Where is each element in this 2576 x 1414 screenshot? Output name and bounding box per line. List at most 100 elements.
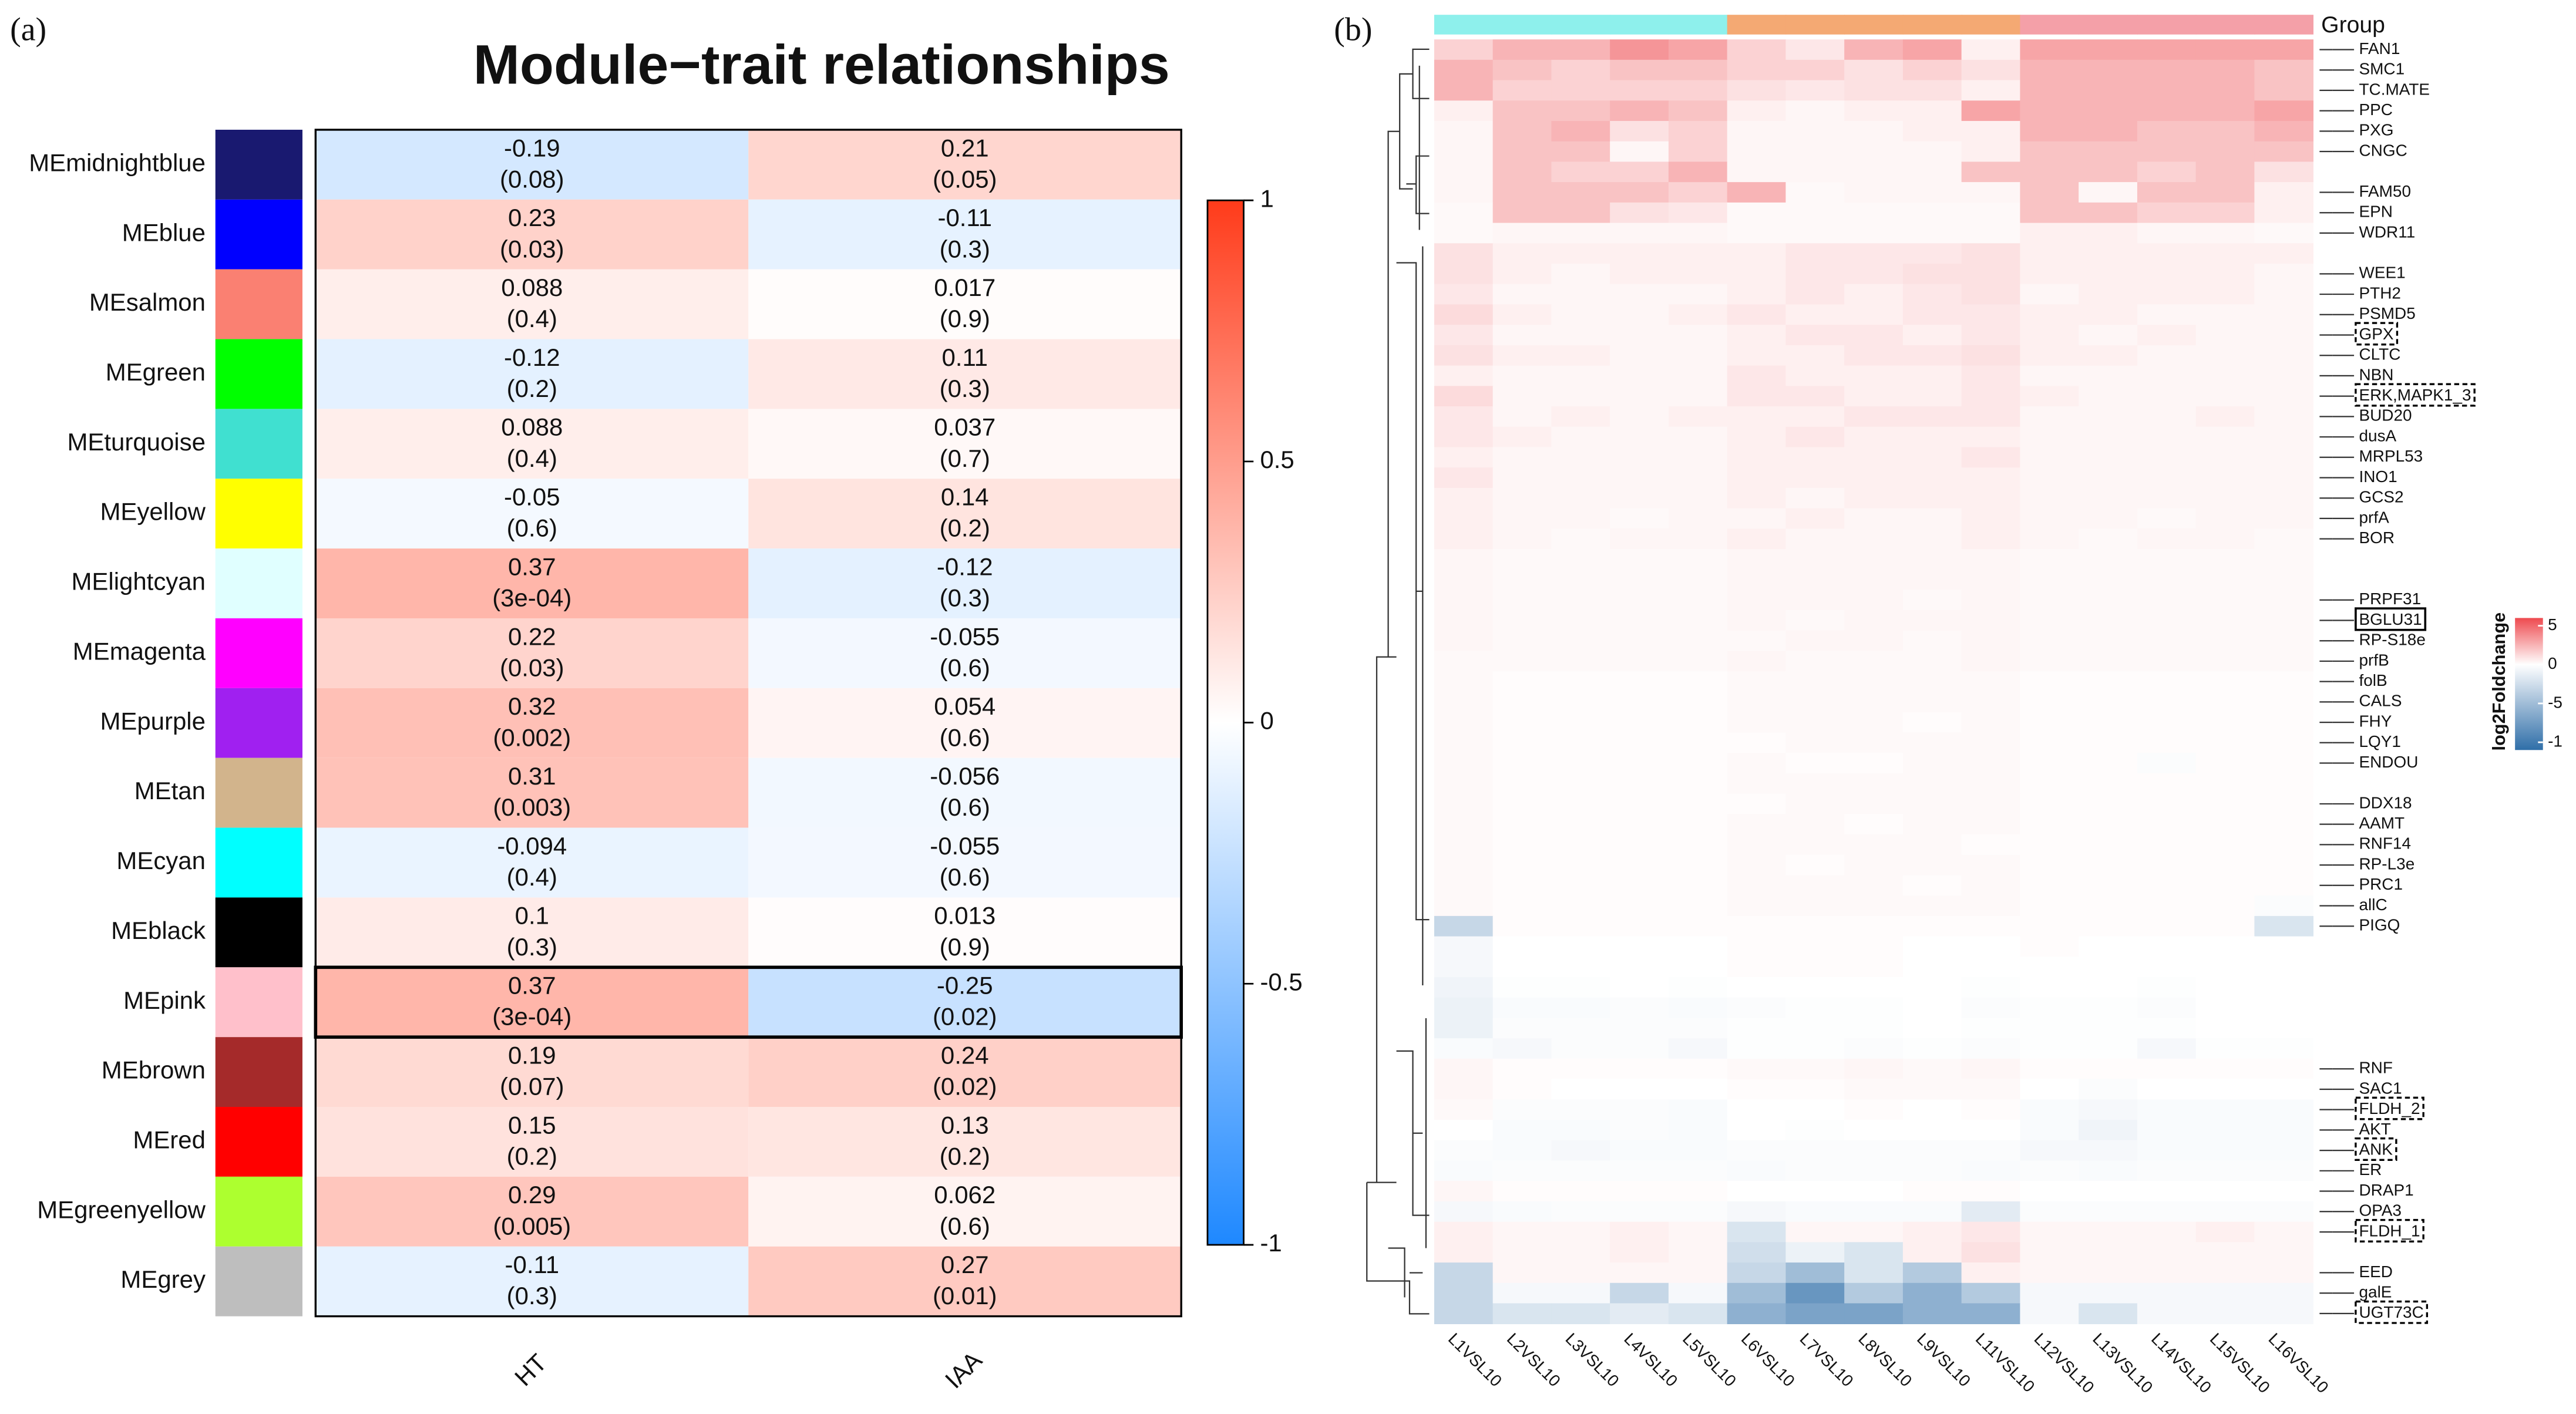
heatmap-cell: [2137, 997, 2197, 1019]
x-tick-label: L3VSL10: [1562, 1329, 1622, 1390]
heatmap-cell: [1434, 1079, 1494, 1100]
heatmap-cell: [1492, 1242, 1552, 1263]
heatmap-cell: [1551, 977, 1611, 998]
heatmap-cell: [1961, 875, 2021, 896]
heatmap-cell: [1727, 1303, 1787, 1325]
heatmap-cell: [2195, 263, 2255, 285]
heatmap-cell: [1492, 59, 1552, 81]
heatmap-cell: [748, 618, 1182, 688]
heatmap-cell: [1902, 59, 1962, 81]
heatmap-cell: [1961, 263, 2021, 285]
heatmap-cell: [1902, 325, 1962, 346]
cell-p-value: (0.02): [933, 1003, 997, 1031]
cell-p-value: (0.6): [940, 863, 990, 891]
row-label: TC.MATE: [2359, 80, 2430, 98]
heatmap-cell: [1668, 651, 1728, 672]
heatmap-cell: [1844, 1181, 1904, 1202]
heatmap-cell: [1492, 508, 1552, 530]
heatmap-cell: [2254, 161, 2314, 183]
heatmap-cell: [1961, 406, 2021, 427]
heatmap-cell: [2020, 549, 2080, 570]
heatmap-cell: [2020, 1018, 2080, 1039]
heatmap-cell: [1668, 1181, 1728, 1202]
heatmap-cell: [1551, 1282, 1611, 1304]
heatmap-cell: [1961, 161, 2021, 183]
heatmap-cell: [1551, 182, 1611, 203]
heatmap-cell: [1434, 936, 1494, 958]
heatmap-cell: [1551, 487, 1611, 509]
row-label: MEmidnightblue: [29, 149, 206, 176]
row-label: EED: [2359, 1262, 2392, 1281]
heatmap-cell: [2020, 161, 2080, 183]
heatmap-cell: [2079, 182, 2138, 203]
heatmap-cell: [2195, 80, 2255, 102]
heatmap-cell: [1727, 426, 1787, 448]
heatmap-cell: [1961, 141, 2021, 163]
heatmap-cell: [1434, 141, 1494, 163]
heatmap-cell: [2137, 854, 2197, 876]
cell-value: -0.094: [497, 832, 567, 860]
heatmap-cell: [1844, 997, 1904, 1019]
heatmap-cell: [1902, 936, 1962, 958]
heatmap-cell: [1492, 854, 1552, 876]
heatmap-cell: [2137, 1058, 2197, 1080]
heatmap-cell: [1610, 202, 1669, 224]
heatmap-cell: [1785, 997, 1845, 1019]
heatmap-cell: [1610, 549, 1669, 570]
heatmap-cell: [1668, 243, 1728, 264]
row-label: MEblack: [111, 917, 206, 944]
heatmap-cell: [1961, 732, 2021, 753]
heatmap-cell: [1551, 630, 1611, 652]
heatmap-cell: [2254, 467, 2314, 489]
heatmap-cell: [1902, 508, 1962, 530]
heatmap-cell: [2079, 549, 2138, 570]
heatmap-cell: [1785, 569, 1845, 591]
cell-value: -0.055: [930, 832, 1000, 860]
heatmap-cell: [1844, 957, 1904, 978]
heatmap-cell: [1785, 243, 1845, 264]
heatmap-cell: [1785, 80, 1845, 102]
heatmap-cell: [1668, 977, 1728, 998]
heatmap-cell: [2254, 406, 2314, 427]
heatmap-cell: [1668, 1018, 1728, 1039]
heatmap-cell: [2195, 712, 2255, 733]
heatmap-cell: [1785, 590, 1845, 611]
group-bar: [1434, 15, 1494, 35]
group-bar: [1785, 15, 1845, 35]
cell-value: 0.21: [941, 134, 989, 161]
heatmap-cell: [1785, 120, 1845, 142]
heatmap-cell: [1434, 447, 1494, 468]
cell-value: -0.055: [930, 622, 1000, 650]
heatmap-cell: [1434, 284, 1494, 305]
heatmap-cell: [2020, 1099, 2080, 1120]
heatmap-cell: [2079, 508, 2138, 530]
heatmap-cell: [1902, 120, 1962, 142]
heatmap-cell: [1668, 1120, 1728, 1141]
row-label: FAN1: [2359, 39, 2400, 58]
row-label: ER: [2359, 1160, 2382, 1179]
heatmap-cell: [1610, 1018, 1669, 1039]
heatmap-cell: [2137, 610, 2197, 631]
row-label: MEturquoise: [68, 428, 206, 456]
heatmap-cell: [1902, 1160, 1962, 1182]
label-box: [2355, 1218, 2424, 1243]
heatmap-cell: [1434, 1038, 1494, 1059]
heatmap-cell: [2020, 1221, 2080, 1243]
heatmap-cell: [2254, 630, 2314, 652]
heatmap-cell: [2020, 610, 2080, 631]
heatmap-cell: [2137, 549, 2197, 570]
heatmap-cell: [1434, 977, 1494, 998]
heatmap-cell: [2137, 80, 2197, 102]
heatmap-cell: [315, 688, 749, 758]
heatmap-cell: [1551, 854, 1611, 876]
heatmap-cell: [748, 339, 1182, 409]
heatmap-cell: [1785, 895, 1845, 917]
heatmap-cell: [1434, 915, 1494, 937]
heatmap-cell: [1492, 773, 1552, 794]
heatmap-cell: [2254, 590, 2314, 611]
heatmap-cell: [1727, 508, 1787, 530]
heatmap-cell: [1492, 997, 1552, 1019]
heatmap-cell: [1785, 447, 1845, 468]
heatmap-cell: [2079, 467, 2138, 489]
heatmap-cell: [1434, 1058, 1494, 1080]
